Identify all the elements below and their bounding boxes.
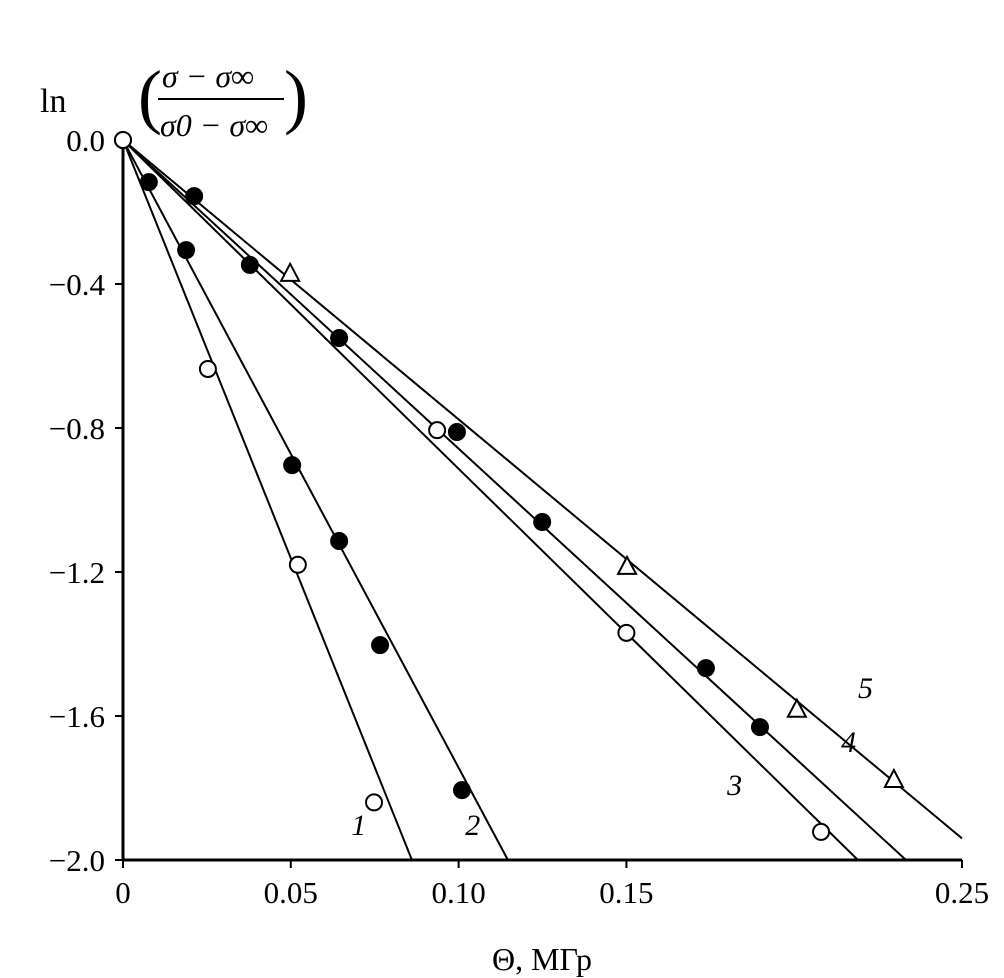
point-series-1 — [288, 555, 307, 574]
y-label-paren-left: ( — [138, 56, 162, 136]
y-tick-label: −2.0 — [49, 843, 105, 878]
y-axis-label: ln ( σ − σ∞ σ0 − σ∞ ) — [40, 56, 308, 143]
point-series-4 — [240, 255, 259, 274]
point-series-4 — [447, 422, 466, 441]
point-series-4 — [533, 512, 552, 531]
series-label-4: 4 — [841, 726, 856, 759]
point-series-3 — [428, 421, 447, 440]
point-series-2 — [283, 456, 302, 475]
fit-line-2 — [122, 139, 509, 861]
point-series-1 — [198, 359, 217, 378]
y-label-paren-right: ) — [284, 56, 308, 136]
y-label-numerator: σ − σ∞ — [162, 58, 254, 94]
x-tick-label: 0.25 — [935, 875, 989, 910]
point-series-3 — [617, 623, 636, 642]
point-series-4 — [330, 329, 349, 347]
point-series-2 — [330, 532, 349, 551]
x-tick-label: 0.10 — [431, 875, 485, 910]
point-series-2 — [452, 781, 471, 800]
y-label-denominator: σ0 − σ∞ — [160, 107, 268, 143]
fit-line-4 — [122, 139, 907, 861]
fit-line-5 — [122, 139, 963, 840]
series-labels: 1 2 3 45 — [351, 672, 873, 842]
axes: 0.0 −0.4 −0.8 −1.2 −1.6 −2.0 0 0.05 0.10 0.15 0.25 — [49, 123, 989, 910]
series-label-3: 3 — [726, 769, 742, 802]
point-series-4 — [185, 187, 204, 206]
x-tick-label: 0 — [115, 875, 131, 910]
point-series-3 — [812, 822, 831, 841]
fit-line-3 — [122, 139, 859, 861]
data-points — [114, 131, 905, 841]
x-tick-label: 0.05 — [264, 875, 318, 910]
point-series-5 — [883, 767, 905, 788]
y-tick-label: 0.0 — [66, 123, 105, 158]
point-series-1 — [365, 793, 384, 812]
x-tick-label: 0.15 — [599, 875, 653, 910]
point-series-2 — [371, 636, 390, 655]
point-series-2 — [139, 173, 158, 192]
point-series-5 — [616, 554, 638, 575]
point-series-5 — [786, 697, 808, 718]
y-tick-label: −1.2 — [49, 555, 105, 590]
series-label-2: 2 — [465, 809, 480, 842]
y-tick-label: −0.4 — [49, 267, 106, 302]
x-axis-label: Θ, МГр — [492, 941, 592, 977]
fit-lines — [122, 139, 963, 861]
point-series-2 — [177, 241, 196, 260]
point-series-3 — [114, 131, 132, 149]
series-label-5: 5 — [858, 672, 873, 705]
y-label-ln: ln — [40, 83, 66, 120]
fit-line-1 — [122, 139, 413, 861]
y-tick-label: −1.6 — [49, 699, 105, 734]
y-tick-label: −0.8 — [49, 411, 105, 446]
point-series-4 — [750, 718, 769, 737]
point-series-4 — [696, 659, 715, 678]
point-series-5 — [279, 261, 301, 282]
series-label-1: 1 — [351, 809, 366, 842]
